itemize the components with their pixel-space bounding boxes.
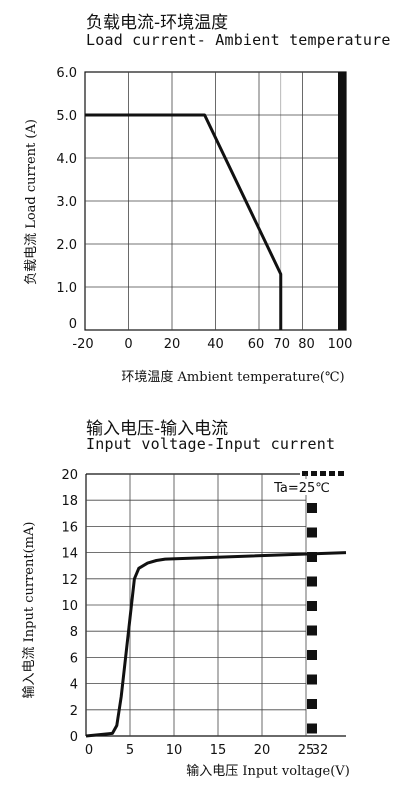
limit-marker <box>307 650 317 660</box>
limit-marker <box>307 625 317 636</box>
top-dash <box>302 471 308 476</box>
y-tick-label: 2.0 <box>56 238 77 253</box>
x-tick-label: 32 <box>312 743 329 758</box>
y-tick-label: 14 <box>61 547 78 562</box>
y-tick-label: 0 <box>69 317 77 332</box>
limit-marker <box>307 552 317 562</box>
limit-marker <box>307 503 317 513</box>
y-tick-label: 20 <box>61 468 78 483</box>
temperature-annotation: Ta=25℃ <box>273 481 330 496</box>
y-tick-label: 4 <box>70 678 78 693</box>
derating-curve <box>85 113 283 330</box>
x-tick-label: 40 <box>207 337 224 352</box>
y-tick-label: 12 <box>61 573 78 588</box>
chart2-title: 输入电压-输入电流 <box>86 419 229 439</box>
x-tick-label: 60 <box>248 337 265 352</box>
x-tick-label: 5 <box>126 743 134 758</box>
right-edge-band <box>338 72 346 330</box>
y-axis-label: 输入电流 Input current(mA) <box>21 522 37 699</box>
limit-marker <box>307 674 317 685</box>
x-tick-label: 0 <box>124 337 132 352</box>
x-axis-label: 输入电压 Input voltage(V) <box>186 763 350 779</box>
top-dash <box>311 471 317 476</box>
y-tick-label: 10 <box>61 599 78 614</box>
y-tick-label: 8 <box>70 625 78 640</box>
y-tick-label: 6.0 <box>56 66 77 81</box>
top-dash <box>329 471 335 476</box>
chart1-subtitle: Load current- Ambient temperature <box>86 31 391 49</box>
y-tick-label: 3.0 <box>56 195 77 210</box>
x-tick-label: 70 <box>273 337 290 352</box>
limit-marker <box>307 723 317 734</box>
y-tick-label: 2 <box>70 704 78 719</box>
chart2-subtitle: Input voltage-Input current <box>86 435 336 453</box>
x-tick-label: 15 <box>210 743 227 758</box>
load-current-chart: 6.0 5.0 4.0 3.0 2.0 1.0 0 -20 0 20 40 60 70 80 100 负载电流… <box>24 66 353 385</box>
limit-marker <box>307 576 317 587</box>
y-tick-label: 18 <box>61 494 78 509</box>
x-tick-label: 20 <box>164 337 181 352</box>
x-tick-label: -20 <box>72 337 93 352</box>
y-tick-label: 5.0 <box>56 109 77 124</box>
y-tick-label: 4.0 <box>56 152 77 167</box>
x-tick-label: 80 <box>298 337 315 352</box>
limit-marker <box>307 601 317 611</box>
x-tick-label: 25 <box>298 743 315 758</box>
y-tick-label: 0 <box>70 730 78 745</box>
top-dash <box>320 471 326 476</box>
x-axis-label: 环境温度 Ambient temperature(℃) <box>121 369 344 385</box>
y-tick-label: 1.0 <box>56 281 77 296</box>
iv-curve <box>85 551 347 738</box>
chart1-title: 负载电流-环境温度 <box>86 13 229 33</box>
x-tick-label: 0 <box>85 743 93 758</box>
limit-marker <box>307 699 317 709</box>
x-tick-label: 20 <box>254 743 271 758</box>
annotation-bg <box>270 479 334 495</box>
limit-marker <box>307 527 317 538</box>
x-tick-label: 100 <box>328 337 353 352</box>
y-tick-label: 6 <box>70 651 78 666</box>
top-dash <box>338 471 344 476</box>
y-axis-label: 负载电流 Load current (A) <box>24 119 39 285</box>
y-tick-label: 16 <box>61 520 78 535</box>
x-tick-label: 10 <box>166 743 183 758</box>
